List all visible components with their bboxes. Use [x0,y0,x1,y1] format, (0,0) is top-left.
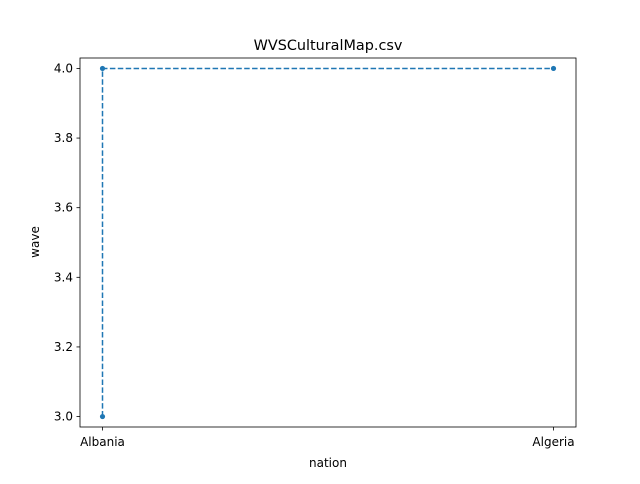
series-line [101,67,554,417]
plot-area [99,65,557,420]
axes-frame [79,57,577,428]
chart-title: WVSCulturalMap.csv [254,38,403,54]
axes: 3.0 3.2 3.4 3.6 3.8 4.0 Albania Algeria [54,57,577,449]
y-tick-label: 3.4 [54,270,73,284]
y-tick-label: 3.6 [54,201,73,215]
y-tick-label: 3.2 [54,340,73,354]
x-tick-label: Algeria [532,435,574,449]
x-axis-label: nation [309,456,347,470]
y-tick-label: 3.0 [54,410,73,424]
data-point [99,413,106,420]
y-tick-label: 4.0 [54,61,73,75]
y-axis-label: wave [28,226,42,258]
x-tick-label: Albania [80,435,125,449]
data-point [550,65,557,72]
y-tick-label: 3.8 [54,131,73,145]
data-point [99,65,106,72]
